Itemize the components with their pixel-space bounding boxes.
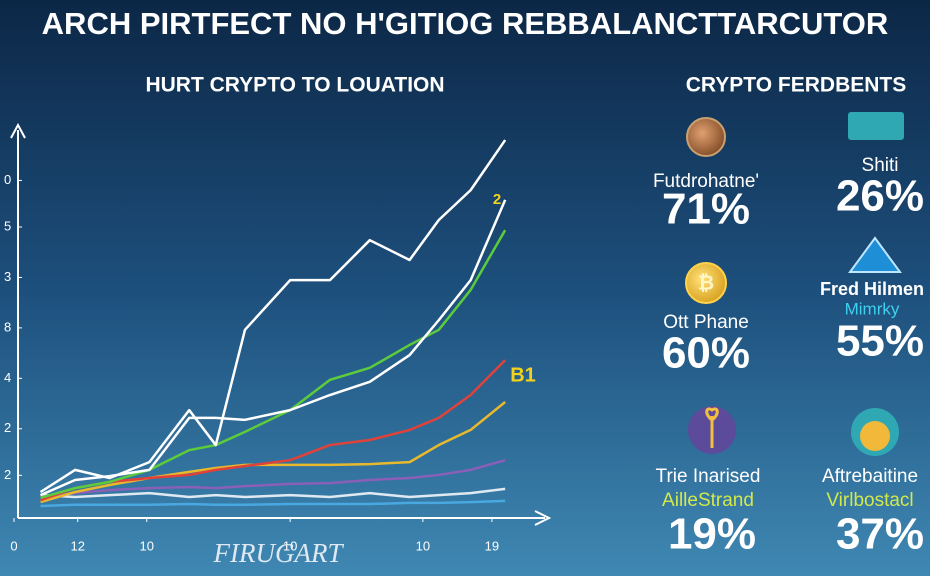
stat-label: Futdrohatne' [653,171,759,192]
stat-label: Trie Inarised [656,466,761,487]
face-icon-shape [860,421,890,451]
y-tick-label: 2 [4,420,11,435]
stat-value: 60% [662,329,750,378]
y-tick-label: 3 [4,269,11,284]
bitcoin-symbol: ₿ [698,272,714,294]
x-tick-label: 10 [416,538,430,553]
y-tick-label: 2 [4,467,11,482]
line-series [39,139,507,494]
stat-value: 26% [836,172,924,221]
x-axis-label: FIRUGART [213,538,345,568]
stat-value: 55% [836,317,924,366]
line-series [40,359,507,502]
x-tick-label: 19 [485,538,499,553]
x-tick-label: 0 [10,538,17,553]
triangle-icon [848,236,902,273]
y-tick-label: 4 [4,370,11,385]
stat-label: Aftrebaitine [822,466,918,487]
stat-sublabel: Mimrky [845,299,900,318]
y-axis-arrow [10,122,26,139]
bitcoin-icon [685,262,727,304]
stats-title: CRYPTO FERDBENTS [686,74,907,97]
chart-title: HURT CRYPTO TO LOUATION [145,74,444,97]
stat-label: Ott Phane [663,312,749,333]
y-tick-label: 5 [4,218,11,233]
stat-label: Fred Hilmen [820,279,924,299]
coin-icon [686,117,726,157]
line-chart: 2 2 4 8 3 5 0 0 12 10 10 10 19 [4,122,552,553]
x-tick-label: 12 [70,538,84,553]
line-series [40,487,506,499]
page-title: ARCH PIRTFECT NO H'GITIOG REBBALANCTTARC… [42,6,889,41]
stat-label: Shiti [862,155,899,176]
x-axis-arrow [534,510,552,526]
x-tick-label: 10 [140,538,154,553]
line-series [40,229,507,500]
stat-value: 19% [668,510,756,559]
annotation: 2 [493,191,501,208]
line-series [40,458,506,499]
line-series [40,401,506,504]
stat-sublabel: Virlbostacl [826,490,913,511]
stat-sublabel: AilleStrand [662,490,754,511]
stat-value: 71% [662,185,750,234]
x-tick-label: 10 [283,538,297,553]
line-series [40,499,506,508]
stat-value: 37% [836,510,924,559]
flower-icon-shape [705,407,719,448]
y-tick-label: 0 [4,172,11,187]
image-icon [848,112,904,140]
y-tick-label: 8 [4,319,11,334]
annotation: B1 [510,364,536,386]
